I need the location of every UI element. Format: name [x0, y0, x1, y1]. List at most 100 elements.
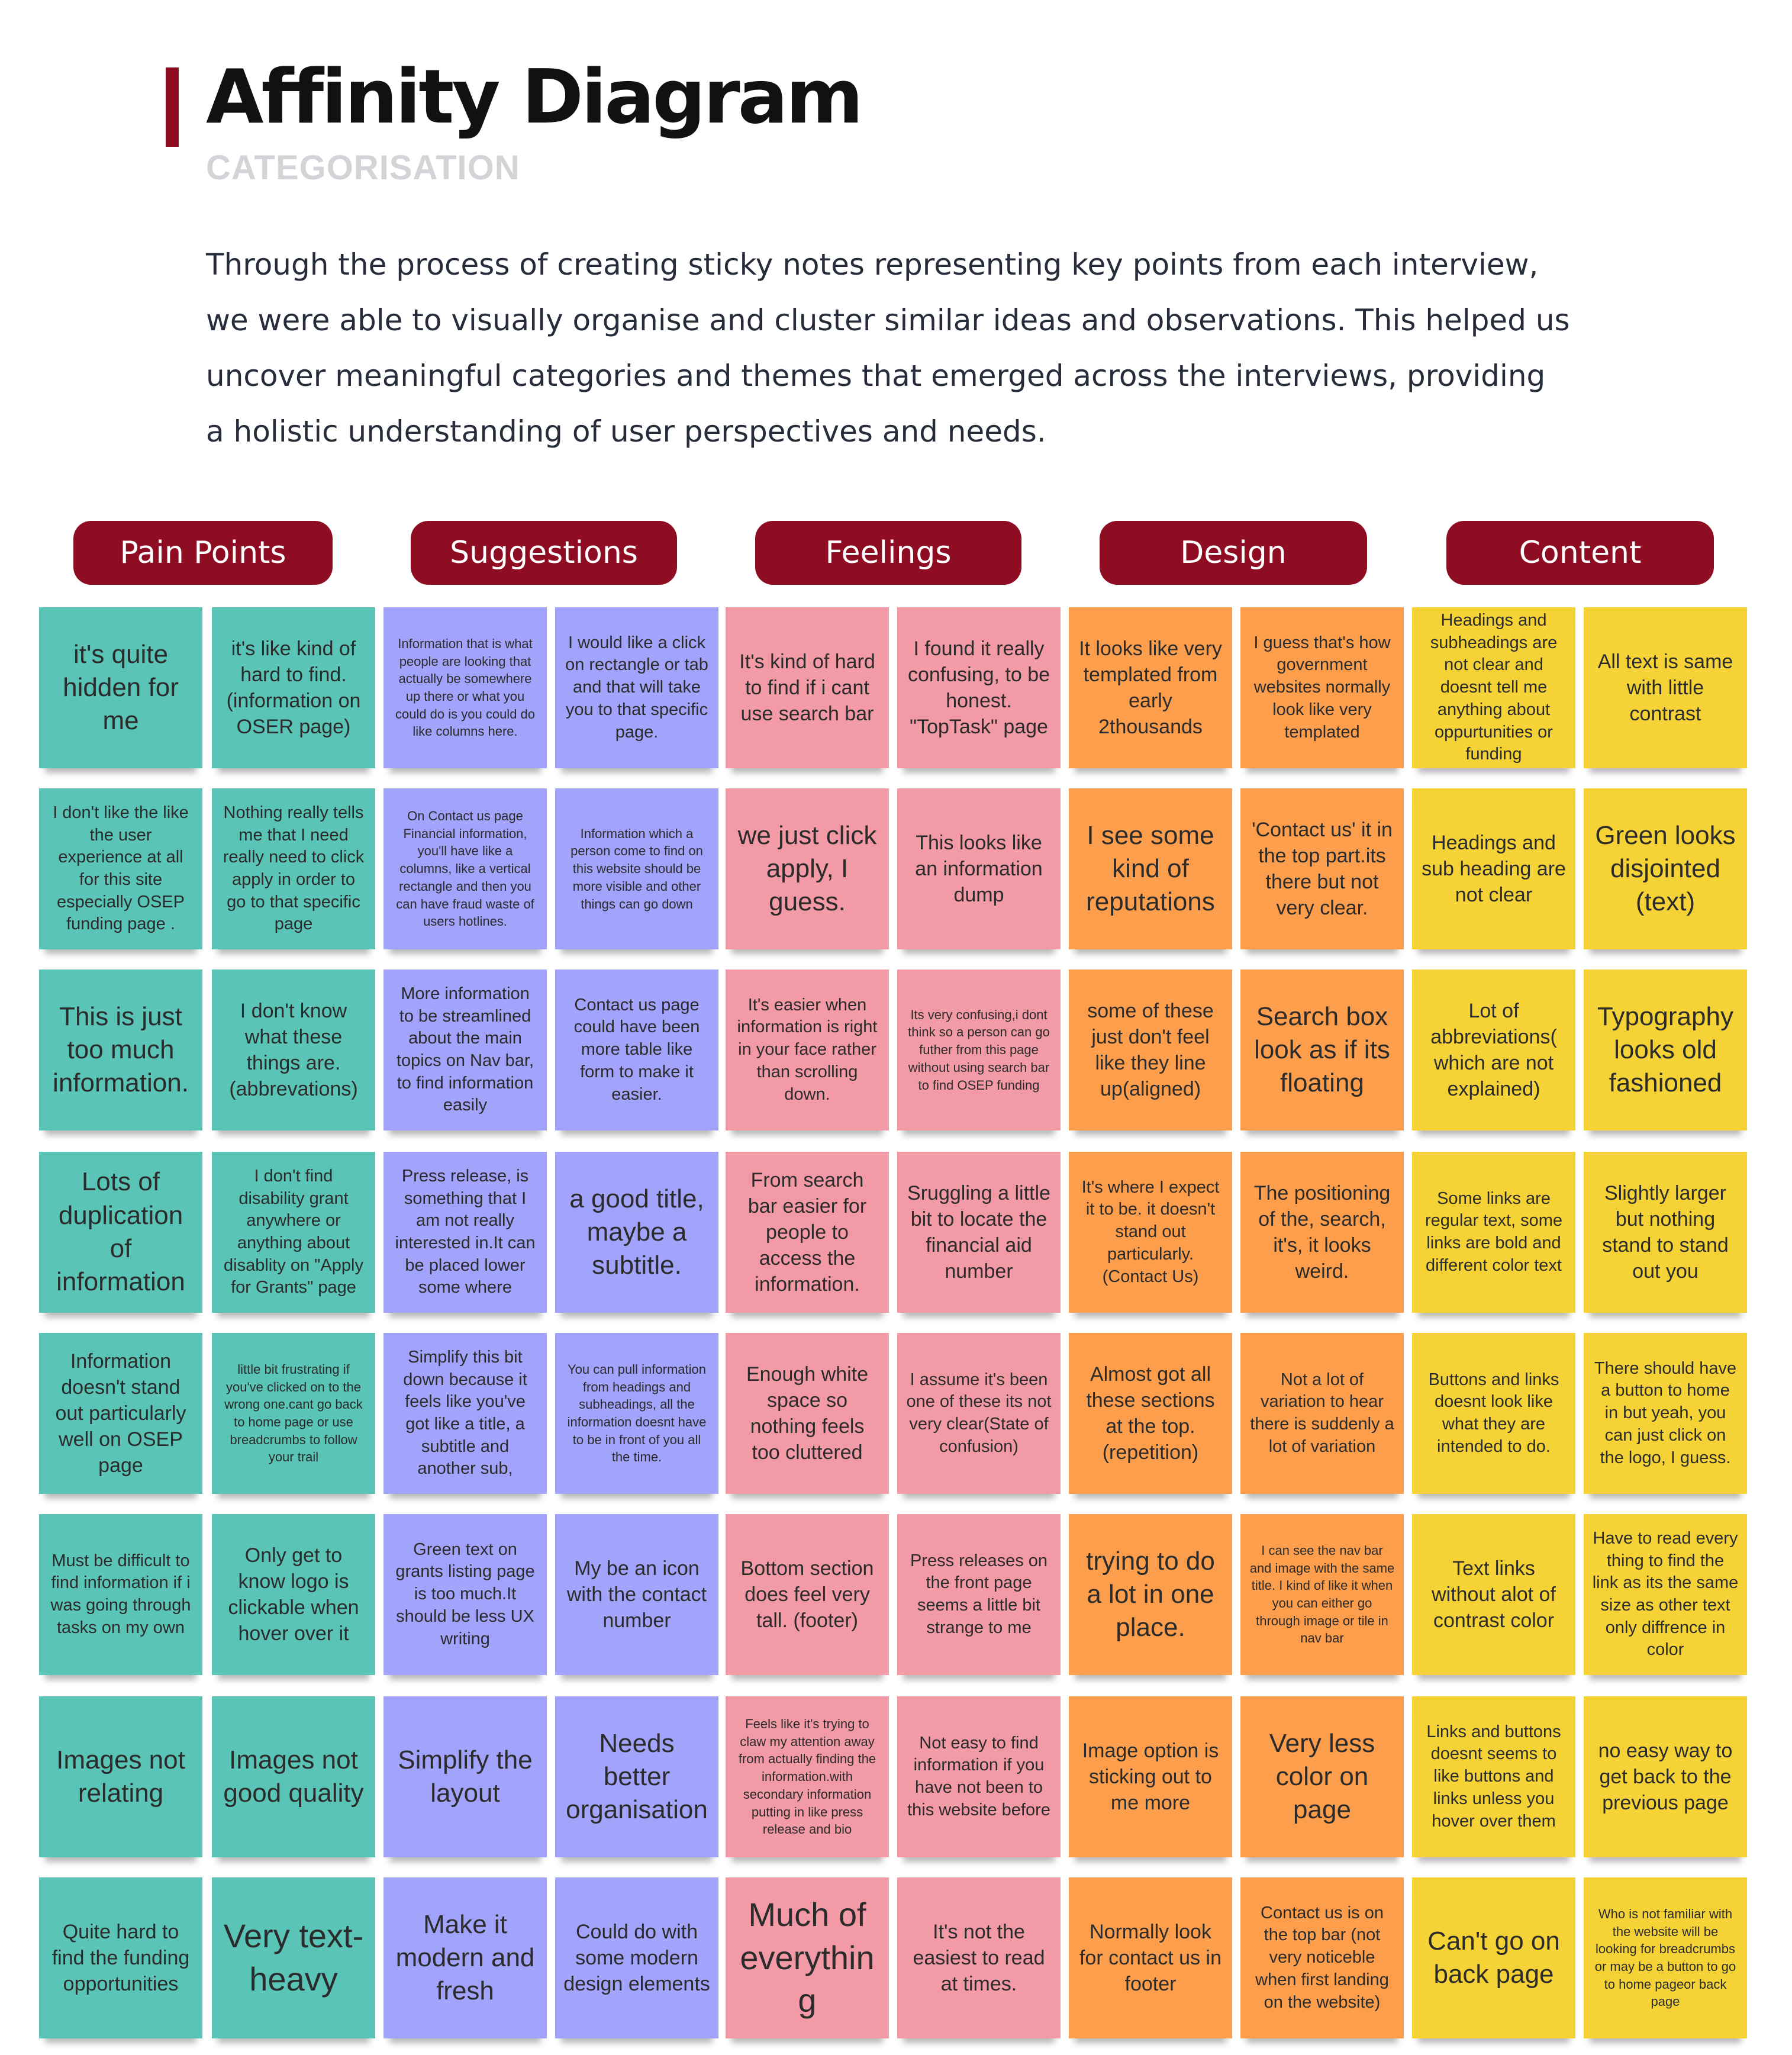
sticky-note-feelings: I found it really confusing, to be hones…	[897, 607, 1061, 768]
sticky-note-design: It looks like very templated from early …	[1069, 607, 1232, 768]
page-title: Affinity Diagram	[206, 53, 863, 140]
sticky-note-text: Have to read every thing to find the lin…	[1592, 1528, 1739, 1660]
sticky-note-text: I don't find disability grant anywhere o…	[224, 1166, 363, 1297]
sticky-note-content: Headings and subheadings are not clear a…	[1412, 607, 1575, 768]
sticky-note-suggestions: Green text on grants listing page is too…	[383, 1514, 547, 1675]
category-headers: Pain Points Suggestions Feelings Design …	[0, 521, 1792, 587]
sticky-note-pain-points: I don't find disability grant anywhere o…	[212, 1152, 375, 1313]
sticky-note-text: Some links are regular text, some links …	[1424, 1188, 1563, 1275]
sticky-note-text: Much of everything	[740, 1895, 875, 2019]
sticky-note-content: Typography looks old fashioned	[1584, 969, 1747, 1130]
sticky-note-text: Normally look for contact us in footer	[1079, 1920, 1221, 1996]
category-header-suggestions: Suggestions	[411, 521, 677, 585]
sticky-note-suggestions: Could do with some modern design element…	[555, 1877, 718, 2038]
sticky-note-text: Images not good quality	[223, 1745, 364, 1808]
sticky-note-text: Links and buttons doesnt seems to like b…	[1426, 1722, 1561, 1831]
sticky-note-content: Green looks disjointed (text)	[1584, 788, 1747, 949]
sticky-note-design: The positioning of the, search, it's, it…	[1240, 1152, 1404, 1313]
sticky-note-text: Bottom section does feel very tall. (foo…	[740, 1557, 874, 1632]
sticky-note-content: All text is same with little contrast	[1584, 607, 1747, 768]
sticky-note-suggestions: My be an icon with the contact number	[555, 1514, 718, 1675]
intro-line: uncover meaningful categories and themes…	[206, 359, 1546, 393]
intro-line: we were able to visually organise and cl…	[206, 303, 1570, 337]
sticky-note-text: Typography looks old fashioned	[1597, 1001, 1733, 1098]
sticky-note-text: Make it modern and fresh	[395, 1909, 535, 2006]
sticky-note-suggestions: Contact us page could have been more tab…	[555, 969, 718, 1130]
sticky-note-suggestions: Information which a person come to find …	[555, 788, 718, 949]
sticky-note-text: it's like kind of hard to find. (informa…	[226, 637, 361, 739]
sticky-note-feelings: Its very confusing,i dont think so a per…	[897, 969, 1061, 1130]
intro-paragraph: Through the process of creating sticky n…	[206, 237, 1638, 459]
sticky-note-suggestions: On Contact us page Financial information…	[383, 788, 547, 949]
sticky-note-suggestions: Press release, is something that I am no…	[383, 1152, 547, 1313]
sticky-note-text: I don't know what these things are. (abb…	[229, 999, 358, 1101]
sticky-note-text: On Contact us page Financial information…	[396, 809, 534, 929]
sticky-note-feelings: It's not the easiest to read at times.	[897, 1877, 1061, 2038]
affinity-board: it's quite hidden for me it's like kind o…	[0, 607, 1792, 2038]
sticky-note-pain-points: This is just too much information.	[39, 969, 202, 1130]
sticky-note-text: I guess that's how government websites n…	[1253, 633, 1391, 742]
sticky-note-pain-points: Quite hard to find the funding opportuni…	[39, 1877, 202, 2038]
sticky-note-content: Have to read every thing to find the lin…	[1584, 1514, 1747, 1675]
sticky-note-content: Slightly larger but nothing stand to sta…	[1584, 1152, 1747, 1313]
sticky-note-text: Contact us page could have been more tab…	[573, 995, 700, 1104]
sticky-note-text: Who is not familiar with the website wil…	[1594, 1906, 1736, 2009]
category-header-content: Content	[1446, 521, 1714, 585]
category-header-pain-points: Pain Points	[73, 521, 333, 585]
sticky-note-pain-points: little bit frustrating if you've clicked…	[212, 1333, 375, 1494]
sticky-note-text: There should have a button to home in bu…	[1594, 1358, 1737, 1467]
sticky-note-text: Needs better organisation	[566, 1728, 708, 1825]
sticky-note-text: I don't like the like the user experienc…	[53, 803, 189, 934]
sticky-note-text: You can pull information from headings a…	[567, 1361, 707, 1465]
sticky-note-text: Very less color on page	[1269, 1728, 1375, 1825]
intro-line: Through the process of creating sticky n…	[206, 247, 1539, 282]
sticky-note-design: Search box look as if its floating	[1240, 969, 1404, 1130]
sticky-note-text: Information that is what people are look…	[395, 636, 536, 739]
sticky-note-text: Search box look as if its floating	[1254, 1001, 1390, 1098]
sticky-note-text: The positioning of the, search, it's, it…	[1253, 1181, 1391, 1283]
sticky-note-content: Who is not familiar with the website wil…	[1584, 1877, 1747, 2038]
sticky-note-design: Very less color on page	[1240, 1696, 1404, 1857]
sticky-note-feelings: It's easier when information is right in…	[726, 969, 889, 1130]
sticky-note-text: Contact us is on the top bar (not very n…	[1255, 1903, 1389, 2012]
sticky-note-content: Text links without alot of contrast colo…	[1412, 1514, 1575, 1675]
sticky-note-design: trying to do a lot in one place.	[1069, 1514, 1232, 1675]
sticky-note-text: some of these just don't feel like they …	[1087, 999, 1214, 1101]
sticky-note-pain-points: Images not relating	[39, 1696, 202, 1857]
sticky-note-text: 'Contact us' it in the top part.its ther…	[1252, 818, 1393, 920]
sticky-note-pain-points: Lots of duplication of information	[39, 1152, 202, 1313]
sticky-note-text: Nothing really tells me that I need real…	[223, 803, 365, 934]
sticky-note-text: no easy way to get back to the previous …	[1598, 1739, 1733, 1815]
sticky-note-suggestions: Simplify this bit down because it feels …	[383, 1333, 547, 1494]
sticky-note-pain-points: I don't know what these things are. (abb…	[212, 969, 375, 1130]
sticky-note-text: This looks like an information dump	[915, 831, 1043, 907]
sticky-note-text: Buttons and links doesnt look like what …	[1428, 1370, 1559, 1456]
sticky-note-text: Information doesn't stand out particular…	[55, 1349, 186, 1477]
sticky-note-feelings: Sruggling a little bit to locate the fin…	[897, 1152, 1061, 1313]
sticky-note-design: Image option is sticking out to me more	[1069, 1696, 1232, 1857]
sticky-note-text: Very text-heavy	[223, 1917, 364, 1998]
intro-line: a holistic understanding of user perspec…	[206, 414, 1046, 449]
sticky-note-text: This is just too much information.	[53, 1001, 189, 1098]
sticky-note-content: Lot of abbreviations( which are not expl…	[1412, 969, 1575, 1130]
sticky-note-text: it's quite hidden for me	[63, 639, 179, 736]
sticky-note-design: I see some kind of reputations	[1069, 788, 1232, 949]
sticky-note-text: Press releases on the front page seems a…	[910, 1551, 1048, 1637]
category-header-design: Design	[1100, 521, 1367, 585]
title-accent-bar	[166, 67, 179, 147]
sticky-note-pain-points: Must be difficult to find information if…	[39, 1514, 202, 1675]
sticky-note-pain-points: Very text-heavy	[212, 1877, 375, 2038]
sticky-note-text: Headings and sub heading are not clear	[1422, 831, 1566, 907]
sticky-note-text: From search bar easier for people to acc…	[747, 1168, 867, 1296]
sticky-note-text: My be an icon with the contact number	[566, 1557, 707, 1632]
sticky-note-text: It's easier when information is right in…	[737, 995, 878, 1104]
sticky-note-design: Normally look for contact us in footer	[1069, 1877, 1232, 2038]
sticky-note-content: Links and buttons doesnt seems to like b…	[1412, 1696, 1575, 1857]
sticky-note-text: Press release, is something that I am no…	[395, 1166, 536, 1297]
sticky-note-content: Can't go on back page	[1412, 1877, 1575, 2038]
sticky-note-text: little bit frustrating if you've clicked…	[224, 1361, 363, 1465]
sticky-note-pain-points: it's like kind of hard to find. (informa…	[212, 607, 375, 768]
sticky-note-feelings: Press releases on the front page seems a…	[897, 1514, 1061, 1675]
sticky-note-suggestions: More information to be streamlined about…	[383, 969, 547, 1130]
sticky-note-text: trying to do a lot in one place.	[1086, 1546, 1215, 1642]
